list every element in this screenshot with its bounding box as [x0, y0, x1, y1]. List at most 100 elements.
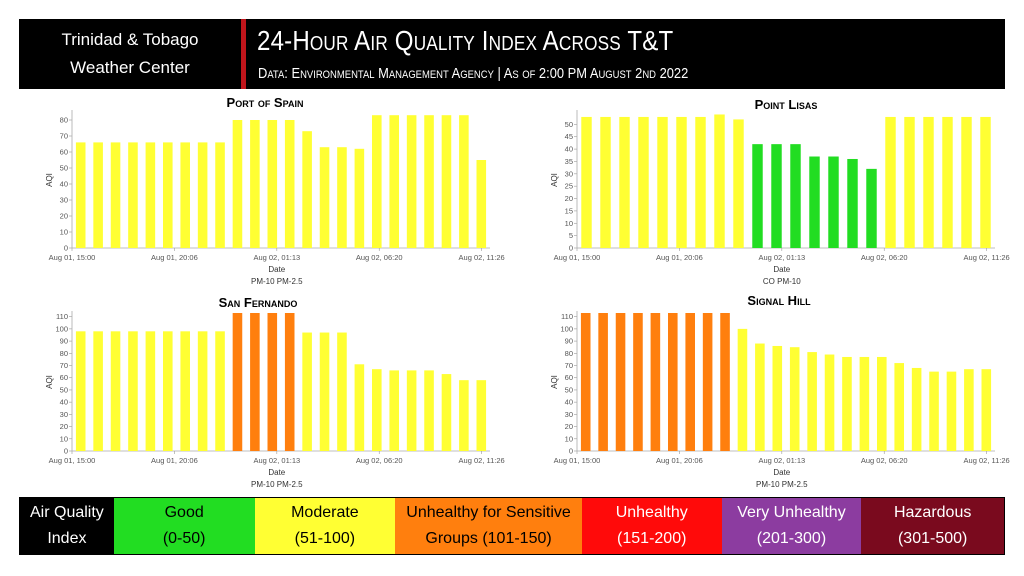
bar: [946, 371, 957, 451]
aqi-legend-unhealthy: Unhealthy (151-200): [581, 498, 722, 554]
bar: [657, 116, 668, 248]
x-tick-label: Aug 01, 20:06: [656, 253, 703, 262]
aqi-legend-range: (0-50): [162, 530, 206, 547]
y-tick-label: 50: [60, 385, 68, 394]
bar: [633, 313, 643, 451]
header-banner: Trinidad & Tobago Weather Center 24-Hour…: [19, 19, 1005, 89]
y-tick-label: 10: [565, 219, 573, 228]
bar: [180, 331, 190, 451]
bar: [894, 363, 904, 451]
aqi-legend-air-quality: Air Quality Index: [20, 498, 114, 554]
y-tick-label: 100: [560, 324, 573, 333]
y-tick-label: 80: [60, 116, 68, 125]
bar: [904, 116, 915, 248]
bar: [250, 120, 260, 248]
x-tick-label: Aug 01, 15:00: [49, 456, 96, 465]
x-axis-label: Date: [773, 265, 790, 274]
y-tick-label: 70: [60, 132, 68, 141]
bar: [337, 147, 347, 248]
bar: [267, 120, 278, 248]
bar: [695, 116, 706, 248]
bar: [75, 142, 86, 248]
bar: [702, 313, 713, 451]
bar: [720, 313, 730, 451]
bar: [197, 331, 208, 451]
bar: [163, 142, 173, 248]
aqi-legend-moderate: Moderate (51-100): [254, 498, 396, 554]
bar: [424, 370, 434, 451]
y-tick-label: 0: [569, 447, 573, 456]
y-tick-label: 110: [56, 312, 68, 321]
bar: [598, 313, 608, 451]
chart-san-fernando: San Fernando 0 10 20 30 40 50 60 70 80 90 100 110 AQI…: [45, 295, 505, 489]
y-tick-label: 20: [60, 212, 68, 221]
bar: [441, 115, 452, 248]
aqi-legend-label: Unhealthy for Sensitive: [406, 504, 571, 521]
x-tick-label: Aug 01, 20:06: [656, 456, 703, 465]
bar: [110, 331, 121, 451]
bar: [638, 116, 649, 248]
y-tick-label: 40: [60, 180, 68, 189]
aqi-legend-label: Hazardous: [893, 504, 972, 521]
bar: [668, 313, 678, 451]
chart-legend: PM-10 PM-2.5: [756, 480, 808, 489]
x-tick-label: Aug 01, 20:06: [151, 456, 198, 465]
y-tick-label: 110: [561, 312, 573, 321]
y-tick-label: 100: [55, 324, 68, 333]
aqi-legend-range: (301-500): [897, 530, 968, 547]
bar: [828, 156, 839, 248]
bar: [372, 369, 382, 451]
bar: [733, 119, 744, 248]
bar: [110, 142, 121, 248]
aqi-legend-label: Good: [164, 504, 204, 521]
bar: [980, 116, 991, 248]
aqi-legend-range: (151-200): [617, 530, 687, 547]
bar: [842, 356, 852, 451]
chart-legend: CO PM-10: [763, 277, 801, 286]
y-tick-label: 70: [60, 361, 68, 370]
y-tick-label: 60: [60, 148, 68, 157]
page-title: 24-Hour Air Quality Index Across T&T: [257, 25, 674, 56]
bar: [284, 313, 295, 451]
x-tick-label: Aug 02, 01:13: [253, 456, 300, 465]
chart-title: Port of Spain: [227, 95, 304, 110]
bar: [267, 313, 278, 451]
bar: [215, 142, 225, 248]
bar: [128, 142, 138, 248]
bar: [284, 120, 295, 248]
bar: [93, 142, 103, 248]
y-tick-label: 60: [565, 373, 573, 382]
aqi-legend-range: (201-300): [756, 530, 827, 547]
bar: [215, 331, 225, 451]
y-tick-label: 10: [60, 228, 68, 237]
bar: [877, 356, 887, 451]
chart-legend: PM-10 PM-2.5: [251, 277, 303, 286]
x-tick-label: Aug 02, 06:20: [861, 456, 908, 465]
x-tick-label: Aug 02, 11:26: [459, 456, 505, 465]
y-tick-label: 30: [565, 169, 573, 178]
bar: [93, 331, 103, 451]
bar: [615, 313, 626, 451]
bar: [372, 115, 382, 248]
x-tick-label: Aug 01, 20:06: [151, 253, 198, 262]
bar: [911, 367, 922, 451]
bar: [964, 369, 974, 451]
bar: [406, 370, 417, 451]
bar: [302, 131, 312, 248]
bar: [885, 116, 896, 248]
chart-point-lisas: Point Lisas 0 5 10 15 20 25 30 35 40 45 50 AQI Aug 01…: [550, 97, 1010, 286]
bar: [441, 374, 452, 451]
bar: [197, 142, 208, 248]
y-tick-label: 50: [565, 120, 573, 129]
aqi-legend: Air Quality Index Good (0-50) Moderate (51-10…: [19, 497, 1005, 555]
bar: [650, 313, 661, 451]
aqi-legend-range: Index: [47, 530, 87, 547]
x-axis-label: Date: [773, 468, 790, 477]
x-tick-label: Aug 02, 06:20: [356, 253, 403, 262]
y-tick-label: 40: [565, 145, 573, 154]
bar: [406, 115, 417, 248]
bar: [319, 332, 330, 451]
y-tick-label: 15: [565, 206, 573, 215]
y-tick-label: 0: [569, 244, 573, 253]
